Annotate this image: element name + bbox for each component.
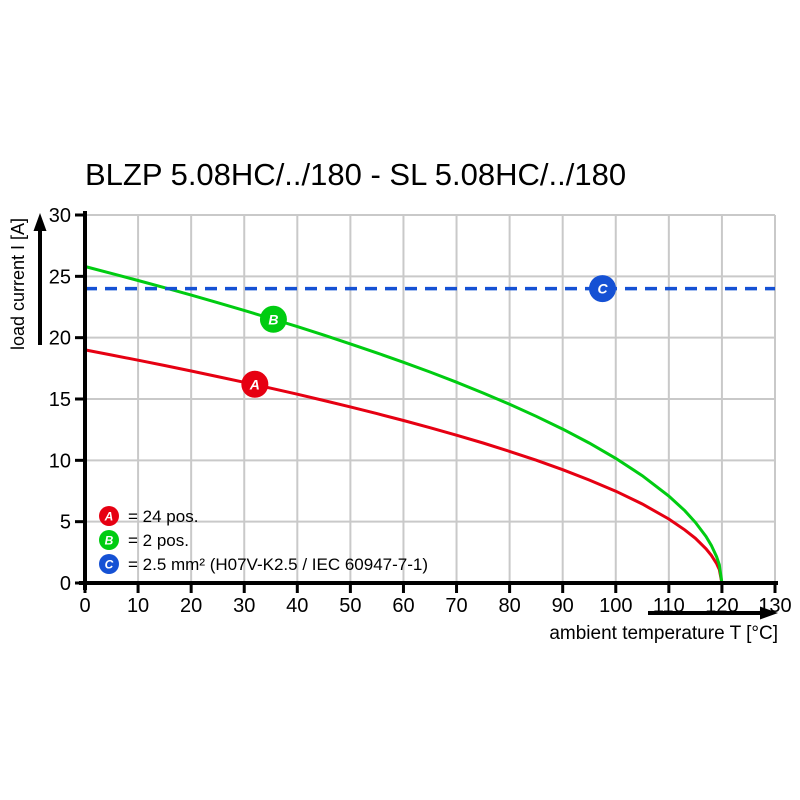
- y-axis-label: load current I [A]: [8, 218, 28, 350]
- y-axis-arrow-head: [33, 213, 47, 231]
- x-tick-label: 30: [233, 595, 255, 617]
- x-axis-label: ambient temperature T [°C]: [549, 623, 778, 644]
- y-tick-label: 15: [49, 389, 71, 411]
- curve-a: [84, 348, 724, 584]
- x-tick-label: 20: [180, 595, 202, 617]
- y-axis-arrow: [33, 213, 47, 345]
- x-axis-arrow: [648, 606, 778, 620]
- curve-markers-layer: A B C: [241, 275, 616, 398]
- x-axis-arrow-head: [760, 606, 778, 620]
- y-tick-label: 10: [49, 450, 71, 472]
- legend-label-a: = 24 pos.: [128, 507, 198, 526]
- x-tick-label: 10: [127, 595, 149, 617]
- legend-letter-b: B: [105, 534, 114, 548]
- y-tick-label: 0: [60, 573, 71, 595]
- y-tick-label: 5: [60, 512, 71, 534]
- marker-dot-a: [241, 370, 269, 398]
- legend-dot-b: [99, 530, 119, 550]
- grid-layer: [85, 214, 776, 583]
- legend-item-a: A = 24 pos.: [99, 506, 198, 526]
- marker-letter-a: A: [249, 376, 260, 392]
- y-tick-label: 25: [49, 266, 71, 288]
- legend-item-b: B = 2 pos.: [99, 530, 189, 550]
- legend-label-b: = 2 pos.: [128, 531, 189, 550]
- legend-dot-c: [99, 554, 119, 574]
- legend-dot-a: [99, 506, 119, 526]
- y-tick-label: 30: [49, 205, 71, 227]
- curve-b: [84, 265, 724, 584]
- curves-layer: [84, 265, 775, 584]
- x-tick-label: 70: [445, 595, 467, 617]
- legend: A = 24 pos. B = 2 pos. C = 2.5 mm² (H07V…: [99, 506, 428, 574]
- x-tick-label: 0: [79, 595, 90, 617]
- x-tick-label: 50: [339, 595, 361, 617]
- legend-item-c: C = 2.5 mm² (H07V-K2.5 / IEC 60947-7-1): [99, 554, 428, 574]
- legend-letter-c: C: [105, 558, 114, 572]
- x-tick-label: 90: [552, 595, 574, 617]
- marker-dot-b: [259, 305, 287, 333]
- marker-dot-c: [589, 275, 616, 303]
- x-tick-label: 40: [286, 595, 308, 617]
- x-tick-label: 80: [498, 595, 520, 617]
- x-tick-label: 60: [392, 595, 414, 617]
- y-axis-title-group: load current I [A]: [8, 213, 47, 350]
- legend-letter-a: A: [104, 510, 114, 524]
- x-axis-title-group: ambient temperature T [°C]: [549, 606, 778, 644]
- chart-title: BLZP 5.08HC/../180 - SL 5.08HC/../180: [85, 157, 626, 192]
- marker-letter-b: B: [268, 311, 278, 327]
- x-tick-label: 100: [599, 595, 632, 617]
- marker-letter-c: C: [597, 281, 608, 297]
- y-tick-label: 20: [49, 328, 71, 350]
- legend-label-c: = 2.5 mm² (H07V-K2.5 / IEC 60947-7-1): [128, 555, 428, 574]
